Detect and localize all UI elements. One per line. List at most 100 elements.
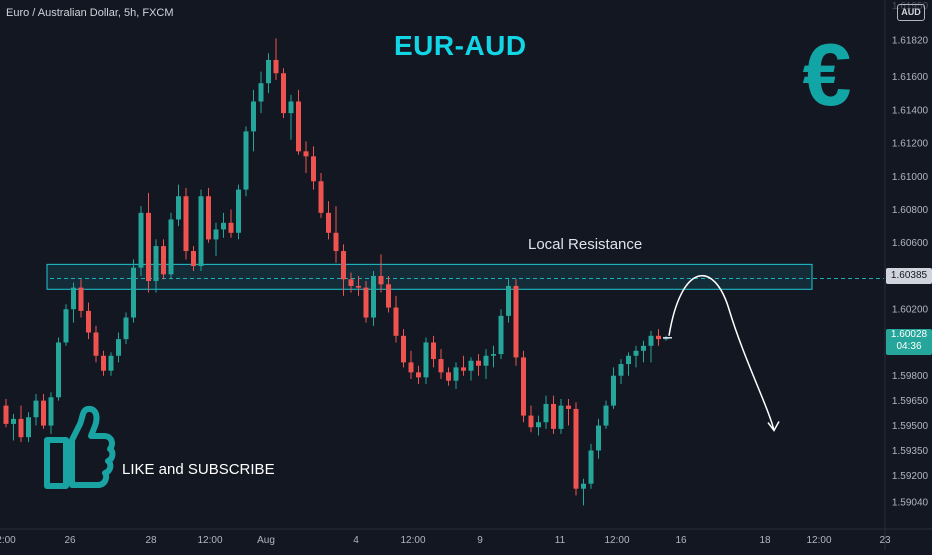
candle-body [71,287,76,310]
candle-body [468,360,474,371]
symbol-header: Euro / Australian Dollar, 5h, FXCM [6,7,174,19]
candle-body [311,156,316,182]
candle-body [41,400,46,426]
candle-body [356,285,361,288]
candle-body [3,405,9,424]
candle-body [633,350,639,356]
y-tick-label: 1.59040 [892,498,929,509]
candle-body [438,359,444,373]
candle-body [78,287,84,311]
overlay-layer [663,275,780,432]
candle-body [386,284,391,308]
candle-body [198,196,204,267]
candle-body [513,285,519,358]
candle-body [596,425,601,451]
candle-body [221,222,226,230]
candle-body [393,307,399,336]
candle-body [251,101,256,132]
candle-body [446,372,451,381]
y-tick-label: 1.61000 [892,172,929,183]
candle-body [258,83,264,102]
candle-body [56,342,61,398]
candle-body [461,367,466,371]
x-tick-label: 12:00 [400,535,425,546]
candle-body [288,101,294,114]
candle-body [558,405,564,429]
last-price-value: 1.60028 [890,329,928,340]
candle-body [266,59,271,84]
x-tick-label: 11 [555,535,566,546]
candle-body [296,101,301,152]
last-price-tag: 1.60028 04:36 [886,329,932,355]
candle-body [573,408,579,489]
y-tick-label: 1.61820 [892,36,929,47]
resistance-label: Local Resistance [528,236,643,253]
candle-body [588,450,594,484]
price-axis: 1.61820 1.61600 1.61400 1.61200 1.61000 1.608… [884,0,929,550]
x-tick-label: 4 [353,535,359,546]
candle-body [33,400,39,418]
x-tick-label: 12:00 [806,535,831,546]
countdown-value: 04:36 [896,341,922,352]
candle-body [528,415,534,428]
candle-body [176,196,181,220]
y-tick-label: 1.61400 [892,105,929,116]
candle-body [11,418,16,424]
currency-badge[interactable]: AUD [897,4,925,21]
x-tick-label: 26 [64,535,76,546]
y-tick-label: 1.59200 [892,471,929,482]
candle-body [243,131,249,190]
candle-body [581,483,586,489]
candle-body [648,335,654,346]
candle-body [341,251,346,280]
euro-icon: € [803,25,852,124]
candle-body [228,222,234,233]
candle-body [656,335,661,340]
y-tick-label: 1.59500 [892,421,929,432]
x-tick-label: 18 [759,535,771,546]
candle-body [566,405,571,409]
candle-body [26,417,31,438]
x-tick-label: 28 [145,535,157,546]
candle-body [363,287,369,318]
candle-body [303,151,309,157]
candle-body [491,354,496,356]
y-tick-label: 1.60800 [892,205,929,216]
candle-body [626,355,631,365]
candle-body [401,335,406,363]
candle-body [153,246,159,281]
y-tick-label: 1.60200 [892,305,929,316]
candle-body [131,267,136,318]
candle-body [101,355,106,371]
candle-body [536,422,541,428]
candle-body [326,212,331,233]
candle-body [63,309,69,343]
candle-body [161,246,166,275]
candle-body [618,364,624,376]
candle-body [48,397,54,426]
candle-body [93,332,99,356]
projection-arrow [668,275,775,431]
candle-body [543,403,549,423]
candle-body [453,367,459,381]
candle-body [183,196,189,252]
candle-body [431,342,436,360]
x-tick-label: 9 [477,535,483,546]
candle-body [611,375,616,406]
candle-body [476,360,481,366]
x-tick-label: 23 [879,535,891,546]
candle-body [318,181,324,213]
resistance-zone-layer [46,263,884,290]
candle-body [506,285,511,316]
candle-body [348,279,354,286]
candle-body [273,59,279,74]
chart-title: EUR-AUD [394,30,527,61]
candle-body [483,355,489,366]
candle-body [123,317,129,340]
candle-body [206,196,211,240]
time-axis: 2:00 26 28 12:00 Aug 4 12:00 9 11 12:00 16 18 12:00 2… [0,528,932,546]
candle-body [521,357,526,416]
candle-body [116,339,121,356]
